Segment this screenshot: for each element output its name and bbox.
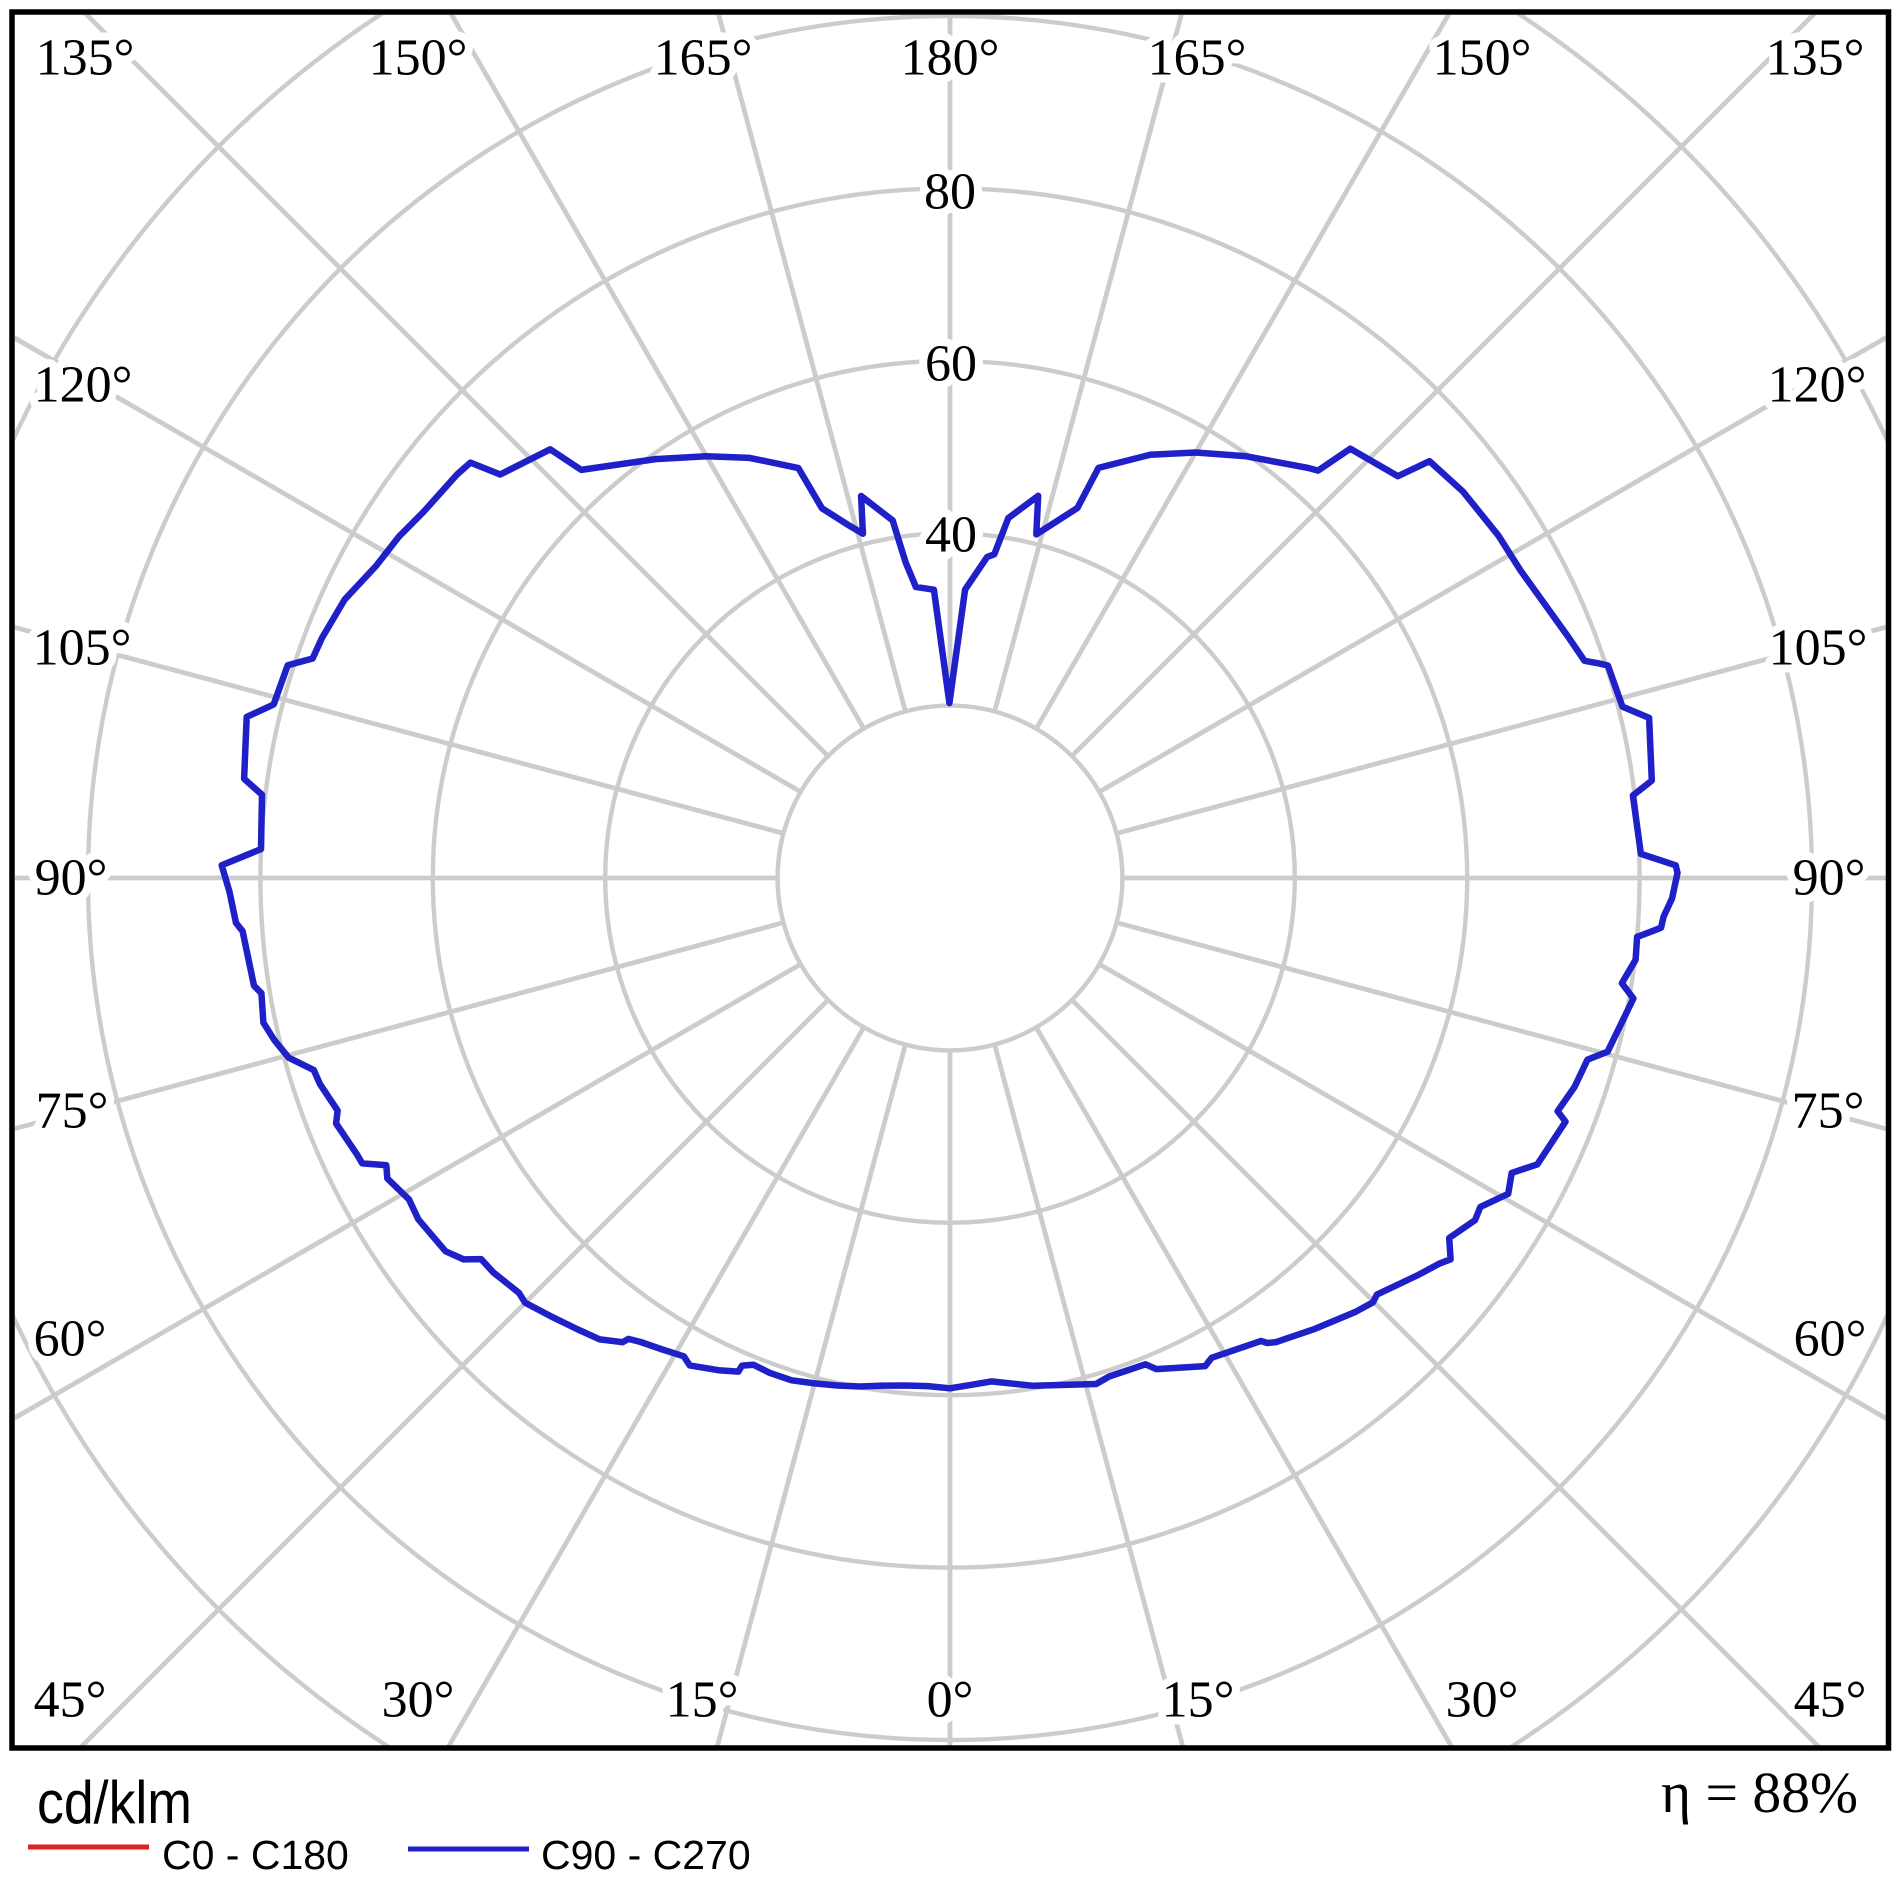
svg-text:45°: 45°: [34, 1672, 107, 1729]
svg-text:105°: 105°: [33, 620, 132, 677]
svg-text:80: 80: [924, 164, 976, 221]
svg-text:60: 60: [925, 336, 977, 393]
svg-text:135°: 135°: [36, 30, 135, 87]
svg-text:0°: 0°: [927, 1672, 974, 1729]
svg-text:165°: 165°: [1148, 30, 1247, 87]
svg-text:15°: 15°: [1162, 1672, 1235, 1729]
svg-text:cd/klm: cd/klm: [37, 1769, 192, 1836]
svg-text:15°: 15°: [666, 1672, 739, 1729]
svg-text:30°: 30°: [382, 1672, 455, 1729]
svg-text:150°: 150°: [1433, 30, 1532, 87]
svg-text:60°: 60°: [1794, 1311, 1867, 1368]
svg-text:C90 - C270: C90 - C270: [541, 1832, 751, 1878]
svg-text:η = 88%: η = 88%: [1661, 1760, 1858, 1825]
svg-text:60°: 60°: [34, 1311, 107, 1368]
svg-text:90°: 90°: [35, 850, 108, 907]
svg-text:150°: 150°: [369, 30, 468, 87]
svg-text:135°: 135°: [1766, 30, 1865, 87]
svg-text:40: 40: [925, 507, 977, 564]
svg-text:75°: 75°: [1792, 1083, 1865, 1140]
svg-text:165°: 165°: [654, 30, 753, 87]
svg-text:C0 - C180: C0 - C180: [162, 1832, 349, 1878]
svg-text:180°: 180°: [901, 30, 1000, 87]
svg-text:105°: 105°: [1769, 620, 1868, 677]
svg-text:45°: 45°: [1794, 1672, 1867, 1729]
svg-text:75°: 75°: [36, 1083, 109, 1140]
svg-text:90°: 90°: [1793, 850, 1866, 907]
svg-text:120°: 120°: [34, 357, 133, 414]
svg-text:120°: 120°: [1768, 357, 1867, 414]
svg-text:30°: 30°: [1446, 1672, 1519, 1729]
